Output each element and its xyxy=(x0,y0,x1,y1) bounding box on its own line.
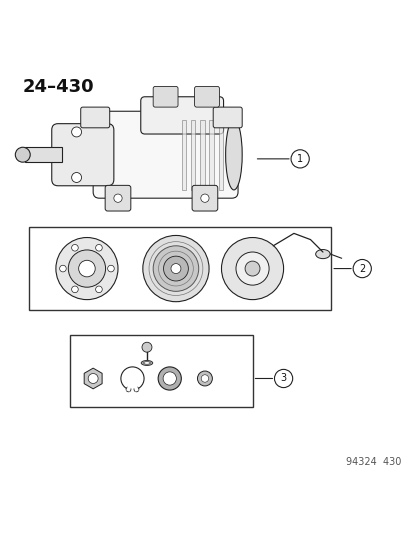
Circle shape xyxy=(244,261,259,276)
Circle shape xyxy=(56,238,118,300)
Circle shape xyxy=(78,260,95,277)
Bar xyxy=(191,119,195,190)
Bar xyxy=(182,119,186,190)
Circle shape xyxy=(68,250,105,287)
FancyBboxPatch shape xyxy=(105,185,131,211)
Circle shape xyxy=(71,245,78,251)
Circle shape xyxy=(15,147,30,162)
FancyBboxPatch shape xyxy=(52,124,114,186)
FancyBboxPatch shape xyxy=(153,86,178,107)
Circle shape xyxy=(171,264,180,273)
Circle shape xyxy=(88,374,98,383)
Circle shape xyxy=(95,245,102,251)
Circle shape xyxy=(107,265,114,272)
Circle shape xyxy=(163,256,188,281)
FancyBboxPatch shape xyxy=(140,97,223,134)
FancyBboxPatch shape xyxy=(81,107,109,128)
FancyBboxPatch shape xyxy=(194,86,219,107)
Ellipse shape xyxy=(225,119,242,190)
FancyBboxPatch shape xyxy=(213,107,242,128)
Circle shape xyxy=(142,342,152,352)
Circle shape xyxy=(71,286,78,293)
Circle shape xyxy=(235,252,268,285)
Circle shape xyxy=(71,173,81,182)
FancyBboxPatch shape xyxy=(93,111,237,198)
FancyBboxPatch shape xyxy=(192,185,217,211)
Circle shape xyxy=(290,150,309,168)
Bar xyxy=(29,227,330,310)
Circle shape xyxy=(114,194,122,203)
Circle shape xyxy=(126,387,131,392)
Bar xyxy=(209,119,213,190)
Text: 1: 1 xyxy=(297,154,302,164)
Ellipse shape xyxy=(141,360,152,366)
Circle shape xyxy=(163,372,176,385)
Circle shape xyxy=(197,371,212,386)
Text: 94324  430: 94324 430 xyxy=(345,457,401,467)
Circle shape xyxy=(200,194,209,203)
Bar xyxy=(25,147,62,162)
Wedge shape xyxy=(127,382,137,393)
Circle shape xyxy=(158,367,181,390)
Circle shape xyxy=(134,387,139,392)
Bar xyxy=(70,335,252,407)
Circle shape xyxy=(274,369,292,387)
Circle shape xyxy=(95,286,102,293)
Circle shape xyxy=(153,246,198,292)
Text: 2: 2 xyxy=(358,264,365,273)
Ellipse shape xyxy=(143,362,150,364)
Text: 24–430: 24–430 xyxy=(23,78,94,96)
Circle shape xyxy=(201,375,208,382)
Bar xyxy=(218,119,222,190)
Circle shape xyxy=(352,260,370,278)
Ellipse shape xyxy=(315,249,330,259)
Bar xyxy=(200,119,204,190)
Text: 3: 3 xyxy=(280,374,286,383)
Circle shape xyxy=(142,236,209,302)
Circle shape xyxy=(59,265,66,272)
Circle shape xyxy=(221,238,283,300)
Circle shape xyxy=(71,127,81,137)
